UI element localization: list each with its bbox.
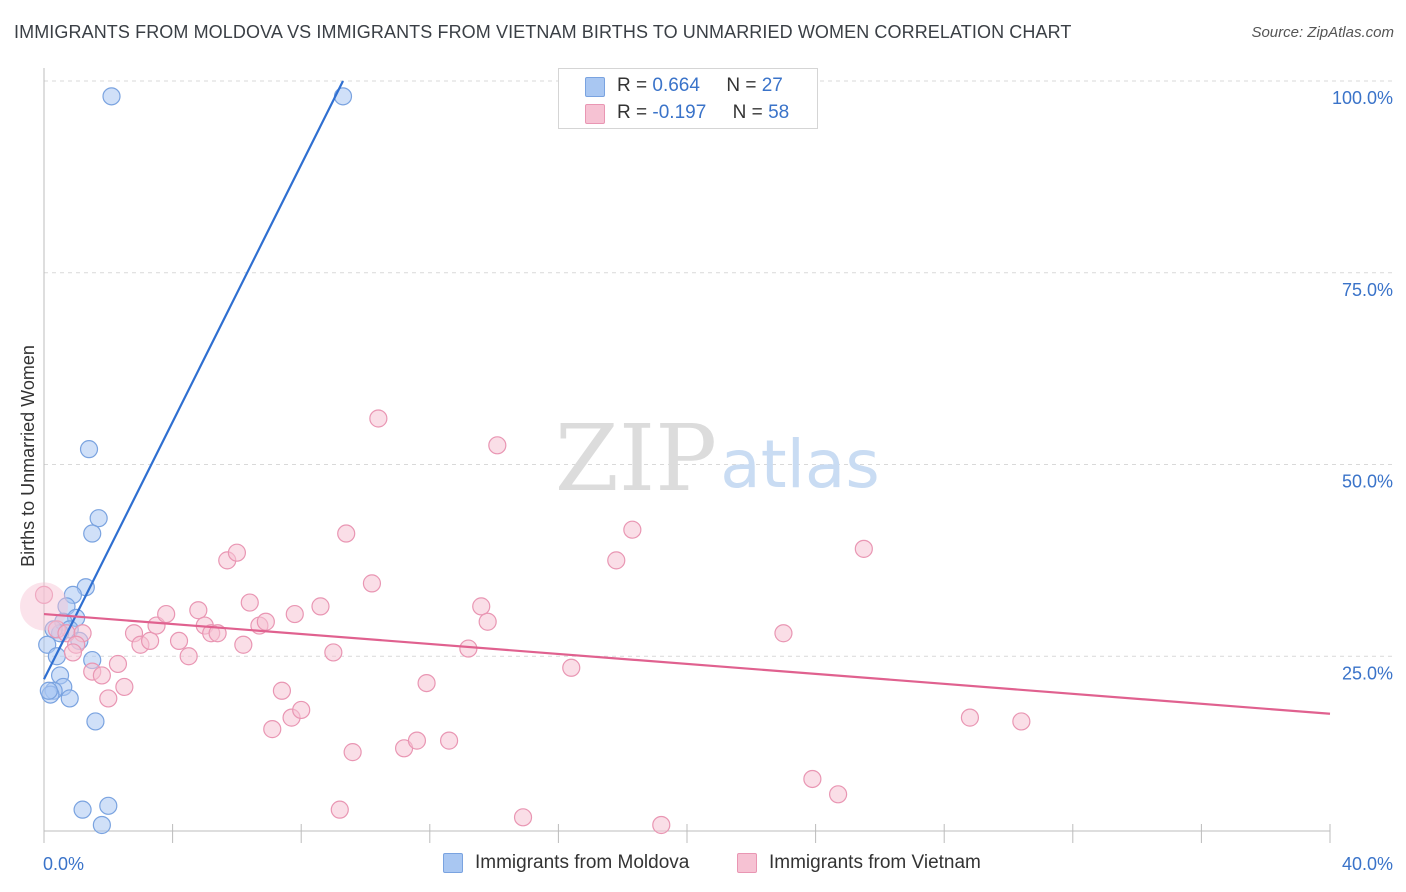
vietnam-point (99, 689, 118, 708)
vietnam-point (285, 604, 304, 624)
vietnam-point (803, 769, 822, 789)
vietnam-point (234, 635, 253, 654)
moldova-point (79, 440, 99, 459)
vietnam-point (472, 597, 491, 616)
y-tick-label: 25.0% (1342, 663, 1393, 683)
x-tick-label: 0.0% (43, 854, 84, 874)
moldova-point (47, 647, 66, 666)
r-label: R = (617, 102, 648, 123)
vietnam-point (417, 673, 436, 693)
vietnam-point (92, 666, 111, 685)
moldova-point (333, 87, 353, 106)
vietnam-point (34, 585, 54, 604)
moldova-point (102, 87, 121, 106)
vietnam-point (169, 631, 189, 651)
r-value: -0.197 (652, 102, 707, 123)
vietnam-cluster-bubble (20, 582, 68, 631)
vietnam-swatch (585, 104, 605, 124)
vietnam-point (324, 643, 343, 662)
source-label: Source: ZipAtlas.com (1251, 24, 1394, 41)
vietnam-point (330, 800, 349, 819)
vietnam-point (263, 720, 282, 739)
legend-label-vietnam: Immigrants from Vietnam (769, 852, 981, 873)
vietnam-point (369, 409, 388, 428)
vietnam-point (488, 436, 507, 455)
watermark-zip: ZIP (555, 405, 717, 512)
vietnam-point (362, 574, 382, 593)
moldova-point (99, 796, 118, 815)
moldova-point (92, 815, 111, 835)
vietnam-point (960, 708, 980, 727)
stats-text-vietnam: R = -0.197 N = 58 (617, 102, 789, 124)
vietnam-point (179, 647, 198, 666)
vietnam-point (157, 604, 176, 624)
vietnam-point (140, 631, 160, 651)
y-tick-label: 75.0% (1342, 280, 1393, 300)
vietnam-trend-line (43, 612, 1331, 715)
vietnam-point (240, 593, 259, 612)
vietnam-point (208, 624, 227, 643)
y-axis-label: Births to Unmarried Women (18, 345, 38, 567)
vietnam-point (478, 612, 497, 631)
series-legend: Immigrants from Moldova Immigrants from … (0, 850, 1406, 878)
ticks (43, 824, 1331, 843)
vietnam-point (439, 731, 459, 750)
vietnam-point (189, 601, 208, 620)
axis-labels: 25.0% 50.0% 75.0% 100.0% 0.0% 40.0% (43, 88, 1393, 874)
moldova-point (73, 800, 92, 819)
vietnam-point (292, 700, 311, 720)
y-tick-label: 100.0% (1332, 88, 1393, 108)
vietnam-point (63, 643, 83, 662)
vietnam-point (854, 539, 873, 558)
x-tick-label: 40.0% (1342, 854, 1393, 874)
trend-lines (43, 80, 1331, 715)
stats-legend: R = 0.664 N = 27 R = -0.197 N = 58 (558, 68, 818, 129)
r-value: 0.664 (652, 75, 700, 96)
vietnam-point (108, 654, 128, 674)
vietnam-point (562, 658, 581, 677)
vietnam-point (459, 639, 478, 658)
vietnam-point (272, 681, 292, 700)
r-label: R = (617, 75, 648, 96)
vietnam-point (337, 524, 356, 543)
gridlines (44, 80, 1392, 657)
n-value: 58 (768, 102, 790, 123)
vietnam-point (311, 597, 330, 616)
moldova-trend-line (43, 80, 344, 680)
moldova-point (86, 712, 105, 731)
watermark-atlas: atlas (720, 426, 880, 503)
vietnam-point (115, 677, 134, 697)
y-tick-label: 50.0% (1342, 472, 1393, 492)
vietnam-point (607, 551, 626, 570)
chart-title: IMMIGRANTS FROM MOLDOVA VS IMMIGRANTS FR… (14, 22, 1072, 42)
vietnam-point (343, 743, 362, 762)
n-label: N = (732, 102, 763, 123)
moldova-point (89, 509, 108, 528)
vietnam-point (256, 612, 275, 631)
stats-text-moldova: R = 0.664 N = 27 (617, 75, 783, 97)
vietnam-point (227, 543, 246, 562)
n-label: N = (726, 75, 757, 96)
moldova-point (60, 689, 79, 708)
vietnam-point (652, 815, 671, 835)
vietnam-point (1012, 712, 1031, 731)
data-points (20, 87, 1031, 835)
n-value: 27 (761, 75, 783, 96)
vietnam-point (829, 785, 848, 804)
vietnam-point (774, 624, 793, 643)
moldova-point (39, 681, 58, 700)
vietnam-point (513, 808, 533, 827)
vietnam-legend-swatch (737, 853, 757, 873)
legend-label-moldova: Immigrants from Moldova (475, 852, 690, 873)
moldova-legend-swatch (443, 853, 463, 873)
vietnam-point (623, 520, 642, 539)
moldova-point (83, 524, 102, 543)
moldova-swatch (585, 77, 605, 97)
watermark: ZIP atlas (555, 405, 880, 512)
vietnam-point (407, 731, 427, 750)
